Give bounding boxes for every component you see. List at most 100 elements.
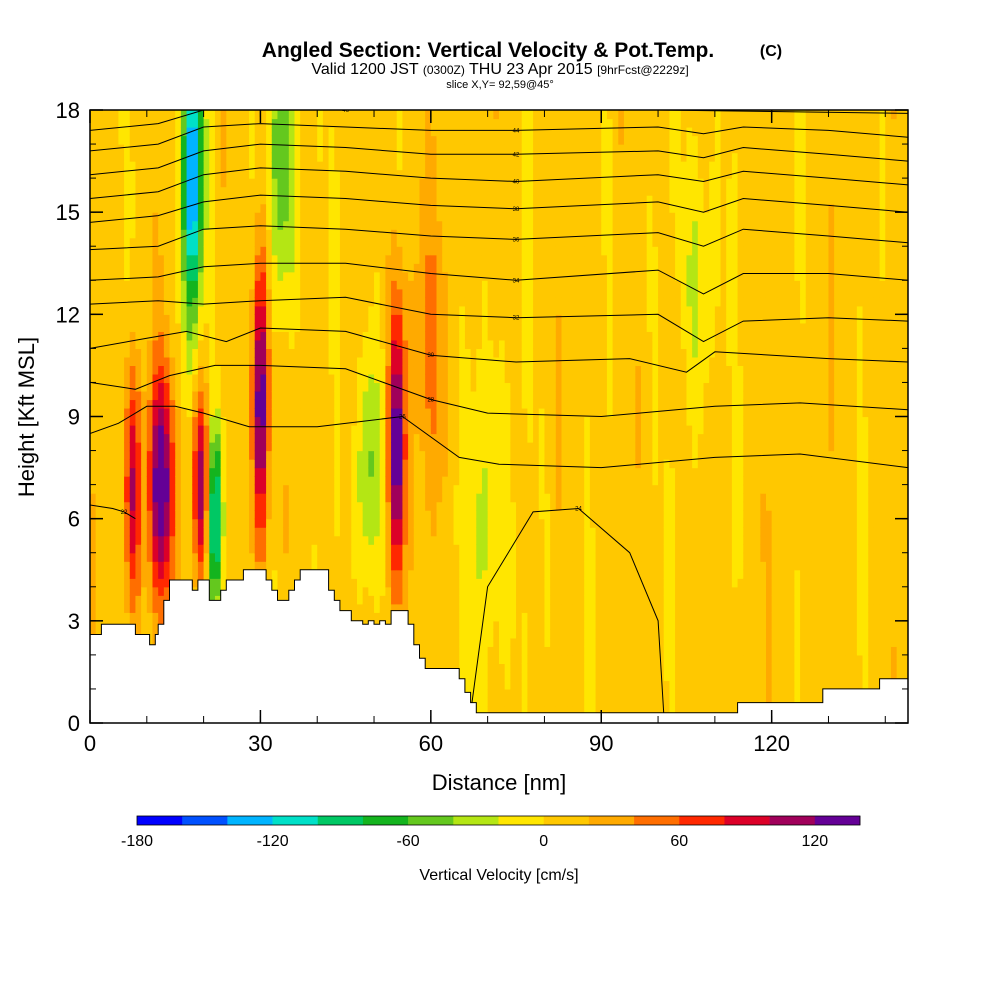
subtitle-fcst: [9hrFcst@2229z] — [597, 63, 689, 77]
velocity-cell — [379, 246, 386, 256]
velocity-cell — [243, 501, 250, 511]
velocity-cell — [243, 135, 250, 145]
velocity-cell — [220, 161, 227, 171]
velocity-cell — [220, 569, 227, 579]
velocity-cell — [283, 271, 290, 281]
velocity-cell — [322, 450, 330, 460]
velocity-cell — [317, 382, 324, 392]
velocity-cell — [442, 484, 449, 494]
velocity-cell — [356, 407, 364, 418]
velocity-cell — [214, 390, 222, 401]
velocity-cell — [288, 169, 296, 179]
velocity-cell — [362, 169, 369, 179]
velocity-cell — [254, 493, 262, 503]
velocity-cell — [260, 459, 267, 469]
velocity-cell — [197, 348, 205, 358]
velocity-cell — [356, 450, 364, 460]
velocity-cell — [260, 390, 267, 401]
velocity-cell — [425, 297, 432, 307]
velocity-cell — [158, 144, 165, 154]
velocity-cell — [294, 518, 301, 528]
velocity-cell — [476, 552, 483, 562]
velocity-cell — [203, 212, 210, 222]
velocity-cell — [197, 569, 205, 579]
velocity-cell — [124, 552, 131, 562]
velocity-cell — [362, 161, 369, 171]
velocity-cell — [146, 229, 154, 239]
velocity-cell — [385, 561, 392, 571]
velocity-cell — [442, 629, 449, 639]
velocity-cell — [385, 425, 392, 435]
velocity-cell — [232, 416, 239, 426]
velocity-cell — [447, 450, 455, 460]
velocity-cell — [283, 407, 290, 418]
velocity-cell — [442, 203, 449, 213]
velocity-cell — [300, 220, 307, 230]
velocity-cell — [328, 365, 335, 375]
velocity-cell — [470, 433, 477, 443]
velocity-cell — [237, 442, 244, 452]
velocity-cell — [271, 110, 279, 120]
velocity-cell — [464, 169, 472, 179]
velocity-cell — [464, 552, 472, 562]
velocity-cell — [379, 433, 386, 443]
velocity-cell — [436, 161, 443, 171]
velocity-cell — [209, 586, 216, 596]
velocity-cell — [436, 510, 443, 520]
velocity-cell — [163, 442, 171, 452]
velocity-cell — [356, 518, 364, 528]
velocity-cell — [152, 552, 159, 562]
velocity-cell — [277, 314, 284, 324]
velocity-cell — [459, 178, 466, 188]
velocity-cell — [220, 425, 227, 435]
velocity-cell — [163, 544, 171, 554]
velocity-cell — [180, 348, 188, 358]
velocity-cell — [243, 152, 250, 162]
velocity-cell — [374, 144, 381, 154]
velocity-cell — [226, 203, 233, 213]
velocity-cell — [266, 297, 273, 307]
velocity-cell — [152, 433, 159, 443]
velocity-cell — [271, 178, 279, 188]
velocity-cell — [447, 348, 455, 358]
velocity-cell — [124, 110, 131, 120]
velocity-cell — [453, 578, 460, 588]
velocity-cell — [396, 603, 404, 613]
velocity-cell — [220, 527, 227, 537]
velocity-cell — [317, 467, 324, 477]
velocity-cell — [203, 246, 210, 256]
velocity-cell — [476, 569, 483, 579]
velocity-cell — [203, 178, 210, 188]
velocity-cell — [203, 382, 210, 392]
velocity-cell — [430, 127, 438, 137]
velocity-cell — [146, 280, 154, 290]
velocity-cell — [317, 178, 324, 188]
velocity-cell — [351, 484, 358, 494]
velocity-cell — [152, 356, 159, 367]
velocity-cell — [311, 169, 318, 179]
velocity-cell — [209, 322, 216, 332]
velocity-cell — [436, 229, 443, 239]
velocity-cell — [152, 620, 159, 630]
velocity-cell — [277, 433, 284, 443]
velocity-cell — [436, 612, 443, 622]
velocity-cell — [413, 476, 421, 486]
velocity-cell — [197, 510, 205, 520]
velocity-cell — [305, 433, 313, 443]
velocity-cell — [186, 416, 193, 426]
velocity-cell — [232, 476, 239, 486]
velocity-cell — [232, 390, 239, 401]
velocity-cell — [260, 425, 267, 435]
velocity-cell — [351, 322, 358, 332]
velocity-cell — [322, 288, 330, 298]
velocity-cell — [374, 518, 381, 528]
velocity-cell — [317, 552, 324, 562]
velocity-cell — [152, 322, 159, 332]
velocity-cell — [288, 152, 296, 162]
velocity-cell — [95, 527, 102, 537]
velocity-cell — [271, 331, 279, 341]
velocity-cell — [396, 280, 404, 290]
velocity-cell — [169, 161, 176, 171]
velocity-cell — [95, 365, 102, 375]
velocity-cell — [90, 620, 97, 630]
